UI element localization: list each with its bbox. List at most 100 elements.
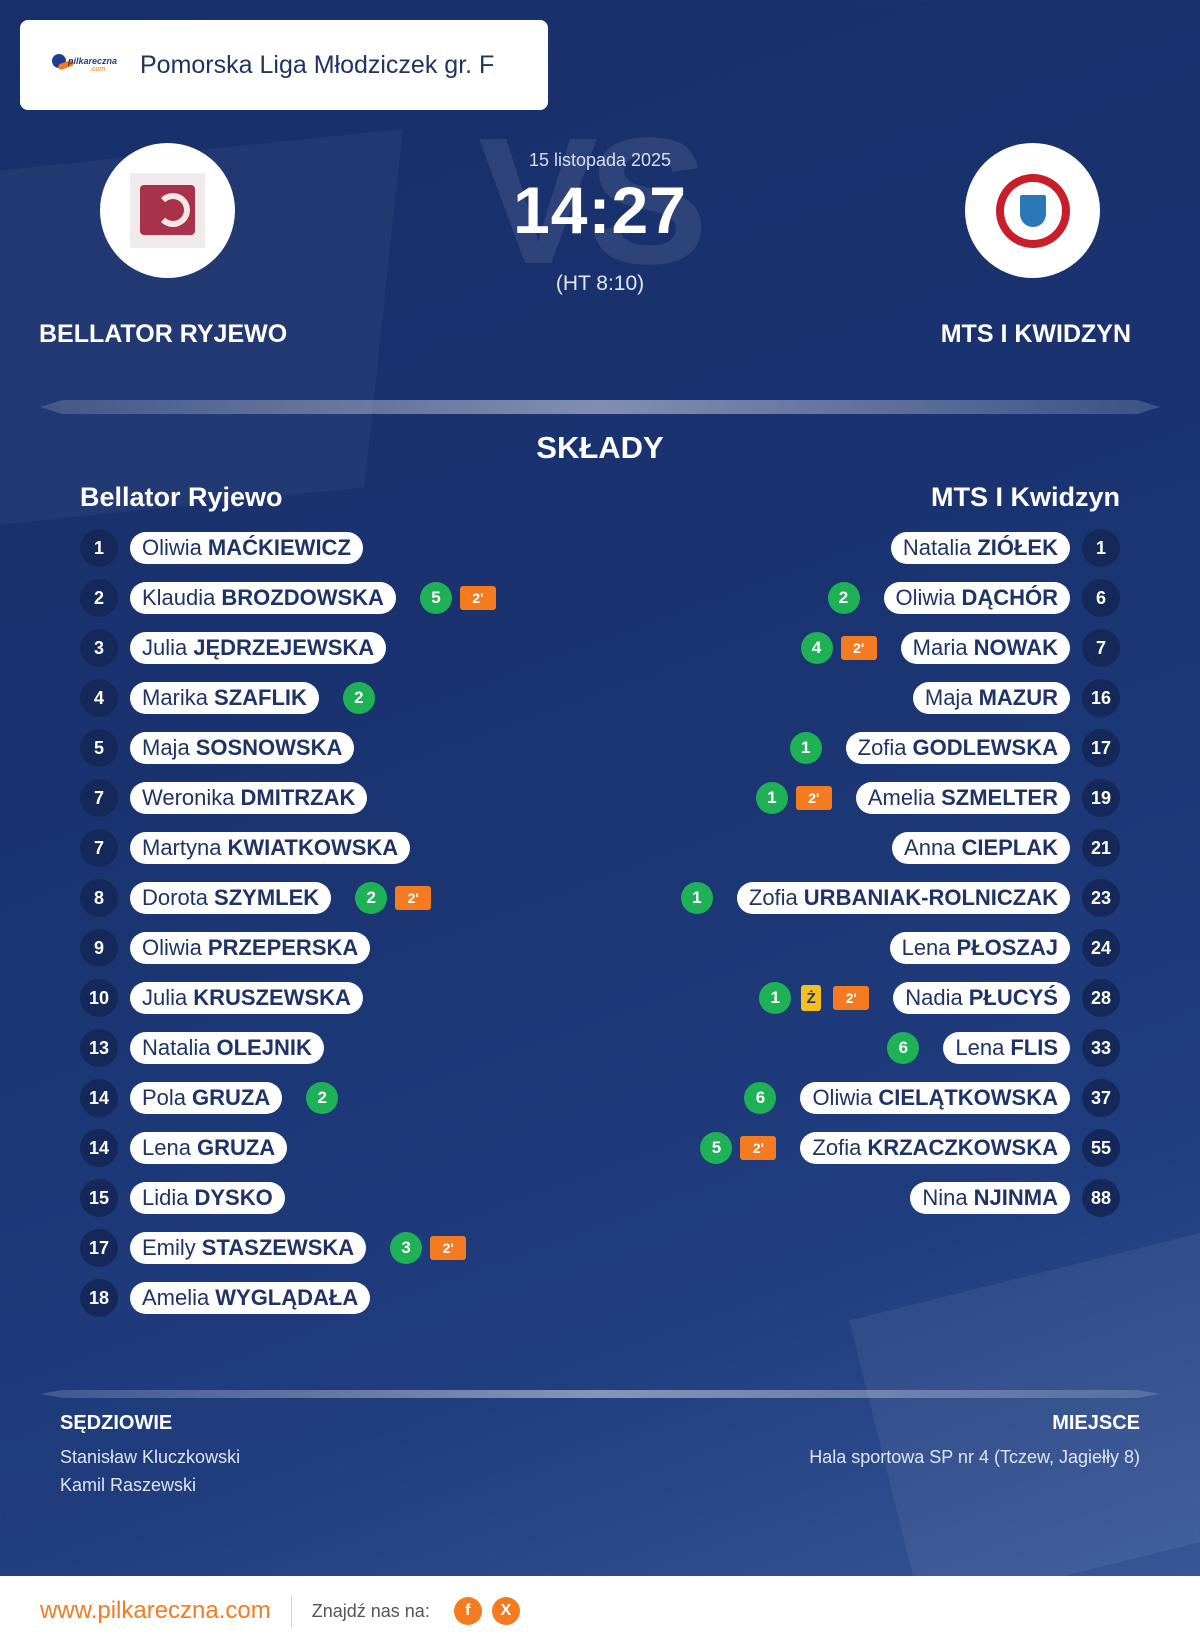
player-stats: 3 2': [390, 1232, 467, 1264]
jersey-number: 18: [80, 1279, 118, 1317]
player-row: 1 Zofia GODLEWSKA 17: [681, 723, 1120, 773]
referees-title: SĘDZIOWIE: [60, 1412, 173, 1434]
player-last-name: GODLEWSKA: [912, 735, 1058, 760]
player-name[interactable]: Oliwia MAĆKIEWICZ: [130, 532, 363, 564]
player-last-name: SZYMLEK: [214, 885, 320, 910]
x-icon[interactable]: X: [491, 1597, 520, 1625]
player-last-name: PRZEPERSKA: [207, 935, 359, 960]
player-first-name: Oliwia: [895, 585, 956, 610]
player-row: 1 Oliwia MAĆKIEWICZ: [80, 523, 496, 573]
player-name[interactable]: Dorota SZYMLEK: [130, 882, 332, 914]
jersey-number: 14: [80, 1129, 118, 1167]
player-name[interactable]: Oliwia CIELĄTKOWSKA: [800, 1082, 1070, 1114]
player-first-name: Julia: [142, 985, 188, 1010]
goals-badge: 3: [390, 1232, 423, 1264]
website-link[interactable]: www.pilkareczna.com: [40, 1597, 271, 1624]
player-name[interactable]: Marika SZAFLIK: [130, 682, 319, 714]
player-name[interactable]: Nadia PŁUCYŚ: [893, 982, 1070, 1014]
divider: [40, 400, 1160, 414]
player-last-name: JĘDRZEJEWSKA: [193, 635, 375, 660]
jersey-number: 8: [80, 879, 118, 917]
player-name[interactable]: Amelia SZMELTER: [855, 782, 1070, 814]
player-first-name: Marika: [142, 685, 209, 710]
divider: [40, 1390, 1160, 1398]
player-first-name: Martyna: [142, 835, 222, 860]
suspension-badge: 2': [459, 586, 496, 610]
away-team-name: MTS I KWIDZYN: [940, 320, 1131, 348]
league-header: pilkareczna .com Pomorska Liga Młodzicze…: [20, 20, 548, 110]
player-row: 3 Julia JĘDRZEJEWSKA: [80, 623, 496, 673]
player-stats: 1 2': [755, 782, 832, 814]
player-name[interactable]: Zofia KRZACZKOWSKA: [800, 1132, 1070, 1164]
player-row: 4 Marika SZAFLIK 2: [80, 673, 496, 723]
player-name[interactable]: Amelia WYGLĄDAŁA: [130, 1282, 371, 1314]
player-row: Maja MAZUR 16: [681, 673, 1120, 723]
player-name[interactable]: Julia JĘDRZEJEWSKA: [130, 632, 387, 664]
halftime-score: (HT 8:10): [555, 272, 645, 295]
goals-badge: 1: [759, 982, 792, 1014]
player-first-name: Oliwia: [142, 535, 202, 560]
referee-name: Stanisław Kluczkowski: [60, 1447, 241, 1467]
player-stats: 4 2': [800, 632, 877, 664]
jersey-number: 14: [80, 1079, 118, 1117]
player-first-name: Amelia: [142, 1285, 210, 1310]
player-row: Lena PŁOSZAJ 24: [681, 923, 1120, 973]
player-name[interactable]: Klaudia BROZDOWSKA: [130, 582, 396, 614]
player-name[interactable]: Maria NOWAK: [900, 632, 1070, 664]
referee-name: Kamil Raszewski: [60, 1475, 197, 1495]
player-name[interactable]: Natalia ZIÓŁEK: [890, 532, 1070, 564]
goals-badge: 2: [827, 582, 860, 614]
jersey-number: 1: [80, 529, 118, 567]
player-name[interactable]: Oliwia PRZEPERSKA: [130, 932, 371, 964]
player-name[interactable]: Nina NJINMA: [910, 1182, 1070, 1214]
away-roster: Natalia ZIÓŁEK 1 2 Oliwia DĄCHÓR 6 4 2' Maria NOWA…: [680, 523, 1120, 1223]
player-name[interactable]: Natalia OLEJNIK: [130, 1032, 324, 1064]
player-last-name: KRZACZKOWSKA: [867, 1135, 1058, 1160]
player-stats: 2: [827, 582, 860, 614]
player-name[interactable]: Maja MAZUR: [912, 682, 1070, 714]
league-title: Pomorska Liga Młodziczek gr. F: [140, 50, 495, 79]
player-name[interactable]: Emily STASZEWSKA: [130, 1232, 367, 1264]
player-last-name: GRUZA: [196, 1135, 276, 1160]
player-name[interactable]: Lena GRUZA: [130, 1132, 288, 1164]
player-name[interactable]: Oliwia DĄCHÓR: [883, 582, 1070, 614]
player-stats: 1: [789, 732, 822, 764]
away-roster-title: MTS I Kwidzyn: [931, 482, 1120, 512]
player-name[interactable]: Zofia URBANIAK-ROLNICZAK: [736, 882, 1070, 914]
player-row: 14 Lena GRUZA: [80, 1123, 496, 1173]
player-stats: 2 2': [355, 882, 432, 914]
player-row: 6 Oliwia CIELĄTKOWSKA 37: [681, 1073, 1120, 1123]
jersey-number: 7: [1082, 629, 1120, 667]
player-name[interactable]: Lena FLIS: [943, 1032, 1070, 1064]
player-name[interactable]: Zofia GODLEWSKA: [845, 732, 1070, 764]
player-stats: 5 2': [419, 582, 496, 614]
jersey-number: 9: [80, 929, 118, 967]
player-name[interactable]: Julia KRUSZEWSKA: [130, 982, 363, 1014]
goals-badge: 2: [342, 682, 375, 714]
player-last-name: ZIÓŁEK: [977, 535, 1058, 560]
player-name[interactable]: Anna CIEPLAK: [892, 832, 1070, 864]
player-name[interactable]: Weronika DMITRZAK: [130, 782, 368, 814]
vs-watermark: VS: [478, 101, 708, 302]
player-last-name: DĄCHÓR: [961, 585, 1058, 610]
jersey-number: 13: [80, 1029, 118, 1067]
player-name[interactable]: Lena PŁOSZAJ: [889, 932, 1070, 964]
match-score: 14:27: [513, 173, 687, 247]
jersey-number: 88: [1082, 1179, 1120, 1217]
player-name[interactable]: Lidia DYSKO: [130, 1182, 285, 1214]
home-roster: 1 Oliwia MAĆKIEWICZ 2 Klaudia BROZDOWSKA 5 2' 3 J…: [80, 523, 496, 1323]
player-name[interactable]: Martyna KWIATKOWSKA: [130, 832, 411, 864]
player-first-name: Natalia: [142, 1035, 211, 1060]
player-first-name: Zofia: [812, 1135, 862, 1160]
player-row: 7 Martyna KWIATKOWSKA: [80, 823, 496, 873]
player-name[interactable]: Pola GRUZA: [130, 1082, 283, 1114]
player-row: 9 Oliwia PRZEPERSKA: [80, 923, 496, 973]
player-last-name: CIEPLAK: [961, 835, 1058, 860]
pilkareczna-logo[interactable]: pilkareczna .com: [50, 50, 120, 80]
section-title: SKŁADY: [536, 430, 664, 465]
facebook-icon[interactable]: f: [453, 1597, 482, 1625]
player-row: 5 2' Zofia KRZACZKOWSKA 55: [681, 1123, 1120, 1173]
player-last-name: NJINMA: [973, 1185, 1058, 1210]
player-name[interactable]: Maja SOSNOWSKA: [130, 732, 355, 764]
player-last-name: BROZDOWSKA: [221, 585, 384, 610]
